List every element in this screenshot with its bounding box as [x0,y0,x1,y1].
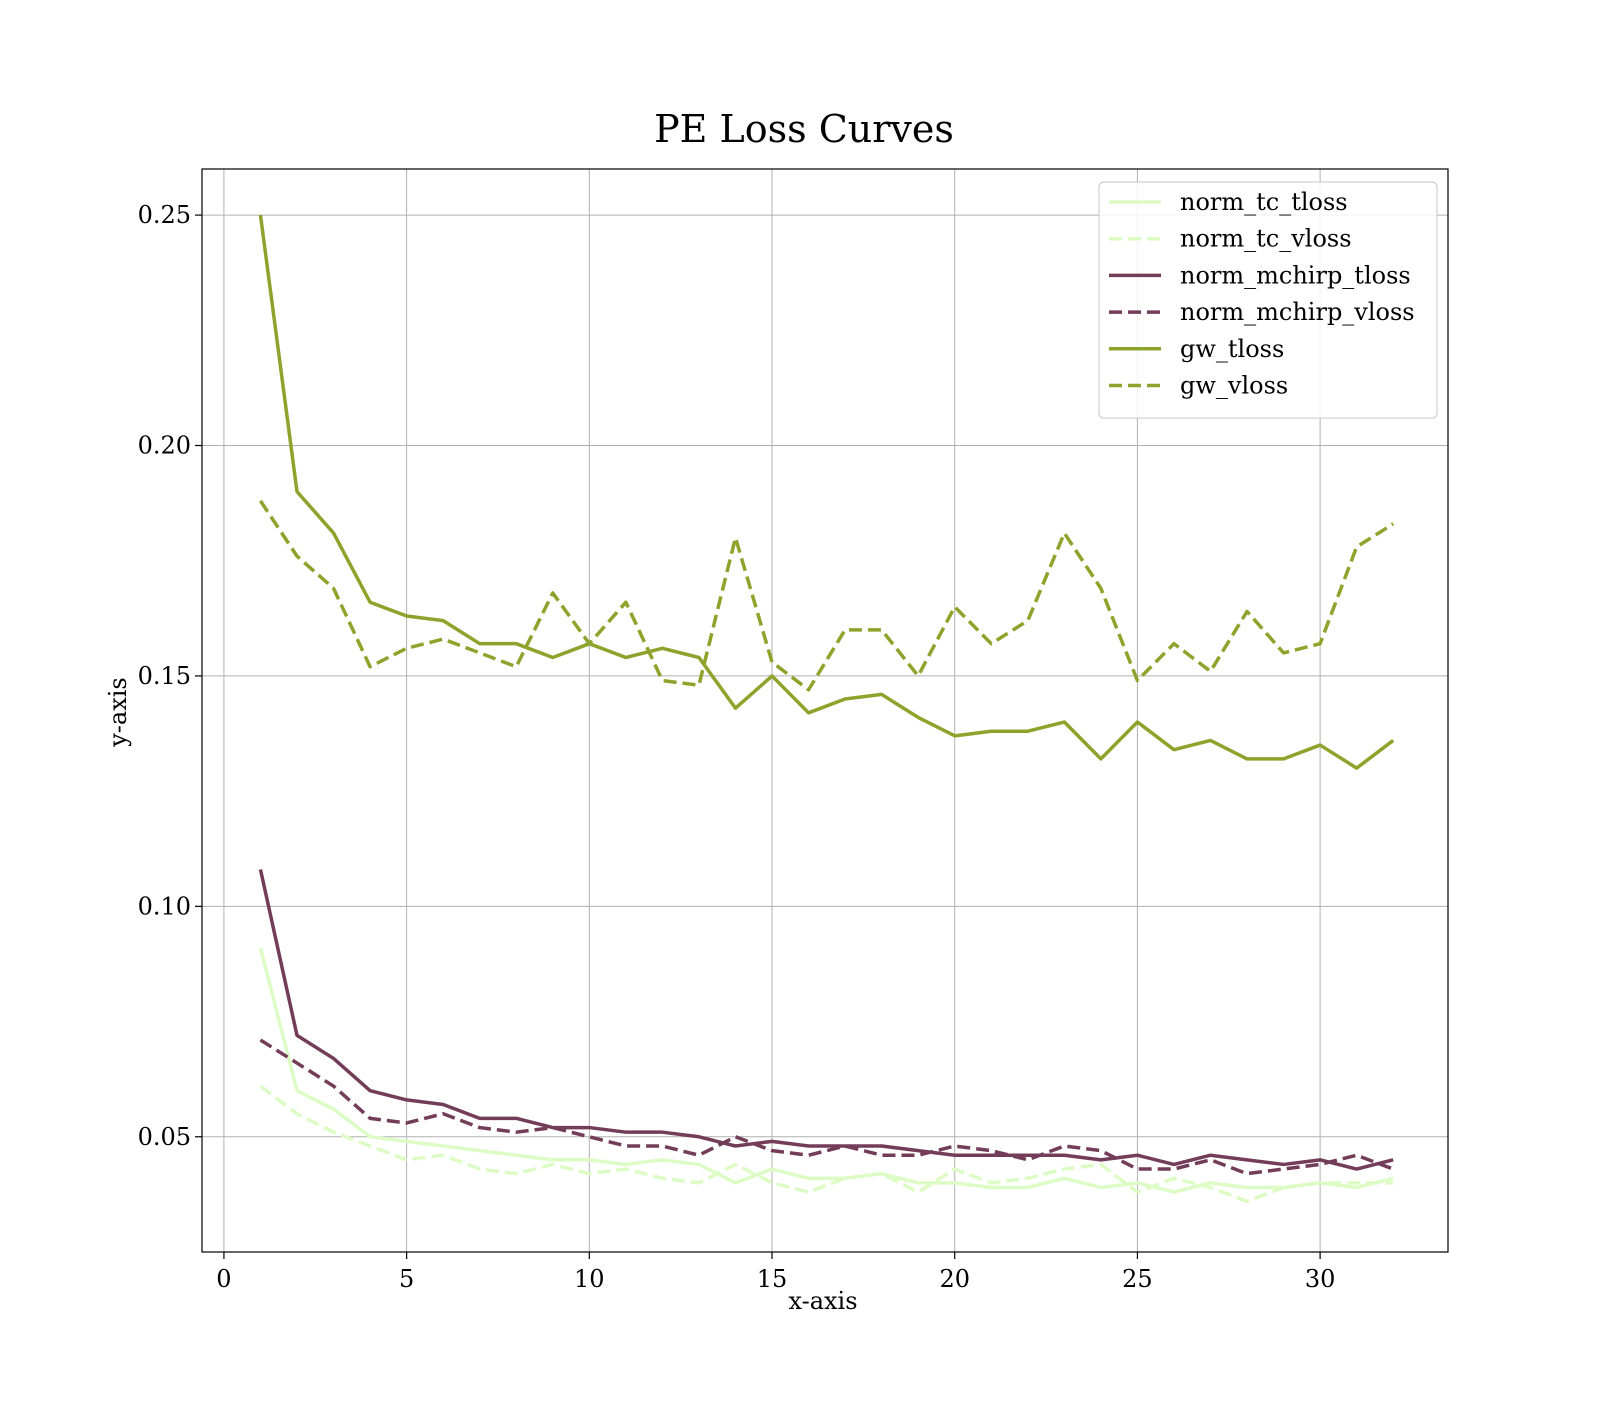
legend-box [1098,181,1438,419]
x-tick-label: 20 [939,1265,970,1293]
x-tick-label: 0 [216,1265,231,1293]
legend-label: norm_mchirp_vloss [1180,298,1415,326]
y-tick-label: 0.15 [138,662,191,690]
y-tick-label: 0.05 [138,1123,191,1151]
legend-label: gw_tloss [1180,335,1284,363]
x-tick-label: 25 [1122,1265,1153,1293]
grid-layer [202,169,1448,1252]
series-line-norm-tc-vloss [259,1084,1394,1204]
x-axis-label: x-axis [788,1287,857,1315]
legend: norm_tc_tloss norm_tc_vloss norm_mchirp_tl… [1098,181,1438,419]
y-tick-label: 0.10 [138,892,191,920]
series-layer [258,214,1395,1204]
plot-frame [201,168,1449,1253]
legend-label: norm_tc_tloss [1180,188,1348,216]
chart-title: PE Loss Curves [654,107,954,151]
series-line-norm-mchirp-vloss [259,1038,1394,1176]
legend-label: gw_vloss [1180,372,1288,400]
series-line-norm-mchirp-tloss [258,869,1394,1171]
x-tick-label: 10 [574,1265,605,1293]
x-tick-label: 15 [757,1265,788,1293]
series-line-gw-tloss [258,214,1395,770]
y-tick-label: 0.25 [138,201,191,229]
legend-label: norm_mchirp_tloss [1180,261,1411,289]
x-tick-label: 30 [1305,1265,1336,1293]
series-line-gw-vloss [259,499,1395,692]
tick-layer: 0 5 10 15 20 25 30 0.05 0.10 0.15 0.20 0.25 [138,201,1336,1293]
y-tick-label: 0.20 [138,432,191,460]
x-tick-label: 5 [399,1265,414,1293]
legend-label: norm_tc_vloss [1180,225,1352,253]
y-axis-label: y-axis [104,677,132,748]
